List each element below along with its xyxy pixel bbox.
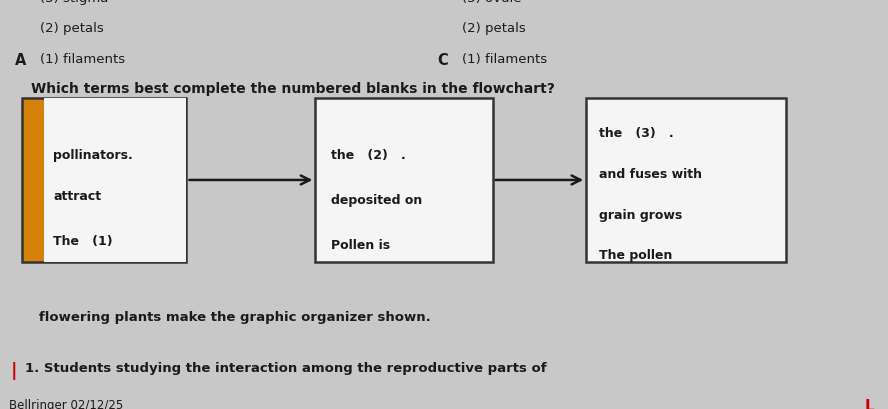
Text: (2) petals: (2) petals	[40, 22, 104, 36]
Text: (1) filaments: (1) filaments	[462, 53, 547, 66]
Text: (3) ovule: (3) ovule	[462, 0, 521, 5]
Text: L: L	[865, 399, 875, 409]
Bar	[22, 98, 186, 262]
Text: The pollen: The pollen	[599, 249, 673, 263]
Text: attract: attract	[53, 190, 101, 203]
Text: Pollen is: Pollen is	[331, 239, 391, 252]
Text: and fuses with: and fuses with	[599, 168, 702, 181]
Text: pollinators.: pollinators.	[53, 149, 133, 162]
Text: the   (2)   .: the (2) .	[331, 149, 406, 162]
Text: (3) stigma: (3) stigma	[40, 0, 108, 5]
Text: |: |	[11, 362, 17, 380]
Text: (1) filaments: (1) filaments	[40, 53, 125, 66]
Text: 1. Students studying the interaction among the reproductive parts of: 1. Students studying the interaction amo…	[25, 362, 546, 375]
Text: flowering plants make the graphic organizer shown.: flowering plants make the graphic organi…	[25, 311, 431, 324]
Text: (2) petals: (2) petals	[462, 22, 526, 36]
Text: Which terms best complete the numbered blanks in the flowchart?: Which terms best complete the numbered b…	[31, 82, 555, 96]
Text: grain grows: grain grows	[599, 209, 683, 222]
Text: A: A	[15, 53, 27, 68]
Text: Bellringer 02/12/25: Bellringer 02/12/25	[9, 399, 123, 409]
Bar	[315, 98, 493, 262]
Text: C: C	[437, 53, 448, 68]
Bar	[44, 98, 186, 262]
Text: The   (1): The (1)	[53, 235, 113, 248]
Bar	[586, 98, 786, 262]
Text: the   (3)   .: the (3) .	[599, 127, 674, 140]
Text: deposited on: deposited on	[331, 194, 423, 207]
